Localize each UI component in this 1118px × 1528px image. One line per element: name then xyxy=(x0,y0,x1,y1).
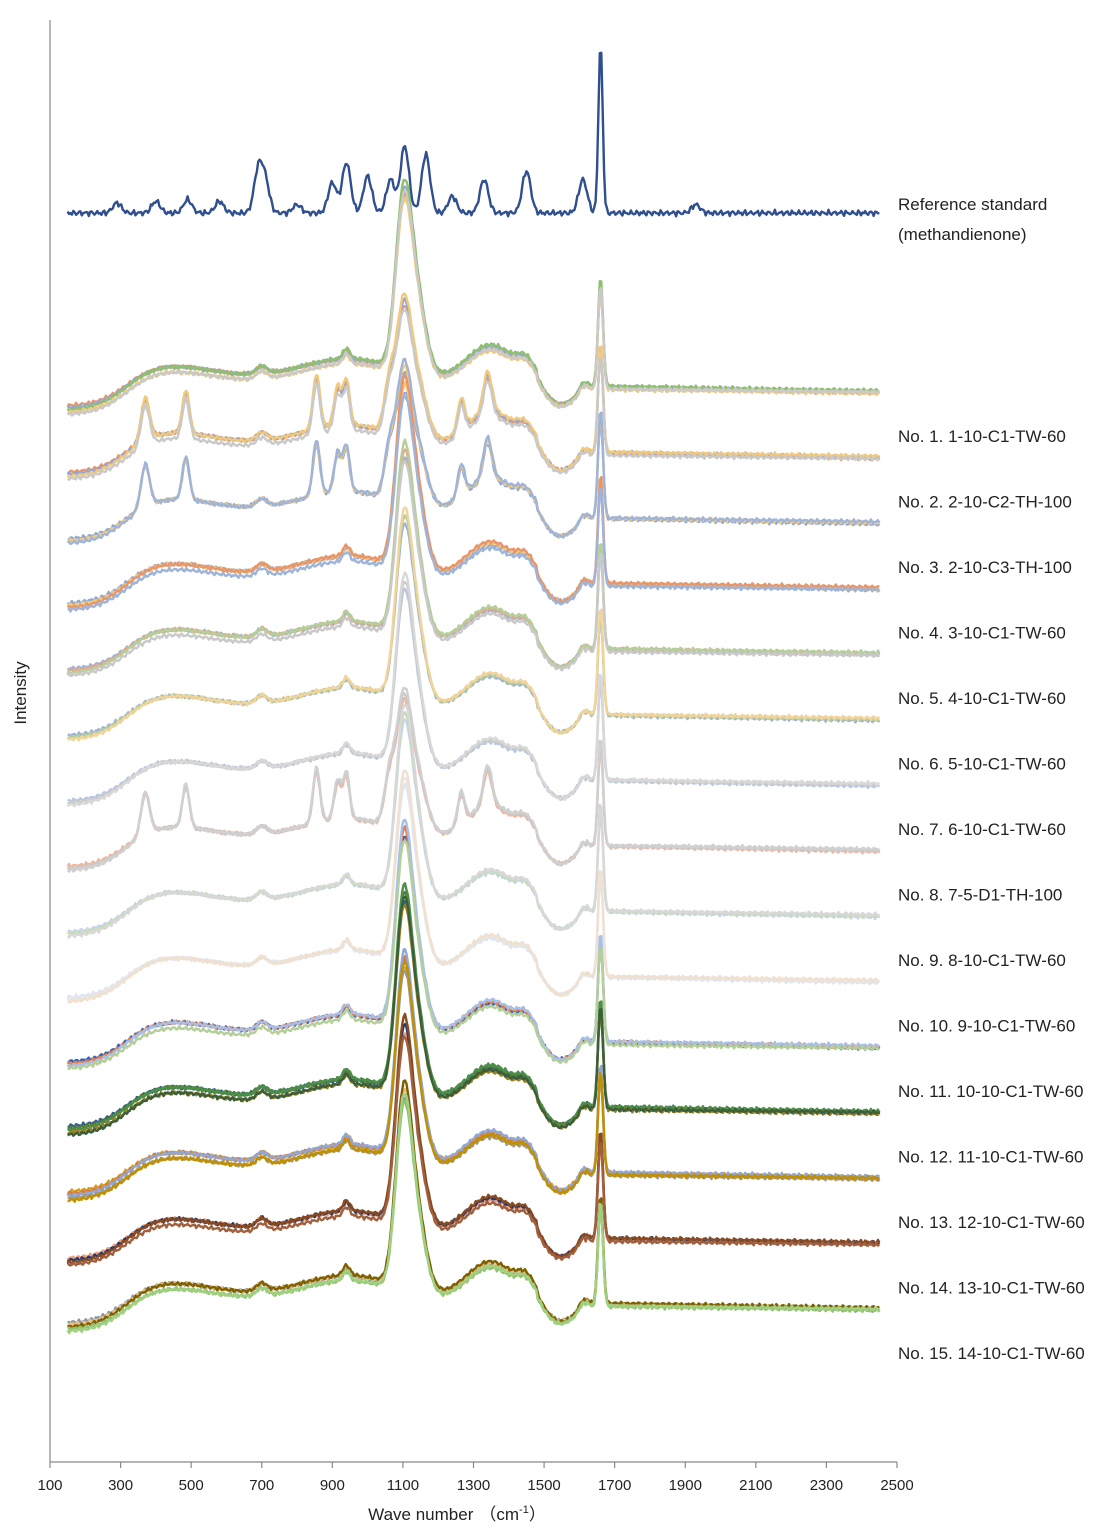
x-tick-label: 1300 xyxy=(457,1477,490,1494)
series-label: No. 13. 12-10-C1-TW-60 xyxy=(898,1213,1085,1232)
x-tick-label: 900 xyxy=(320,1477,345,1494)
series-label: No. 1. 1-10-C1-TW-60 xyxy=(898,427,1066,446)
series-line xyxy=(66,460,881,677)
series-label: No. 7. 6-10-C1-TW-60 xyxy=(898,820,1066,839)
series-line xyxy=(67,1099,881,1332)
series-line xyxy=(66,882,881,1133)
series-line xyxy=(66,1093,881,1335)
series-group xyxy=(66,571,881,808)
x-tick-label: 700 xyxy=(249,1477,274,1494)
series-group xyxy=(66,357,881,546)
series-line xyxy=(67,506,881,742)
x-tick-label: 500 xyxy=(179,1477,204,1494)
series-label: No. 8. 7-5-D1-TH-100 xyxy=(898,886,1062,905)
x-tick-label: 2500 xyxy=(880,1477,913,1494)
series-line xyxy=(66,686,881,873)
series-group xyxy=(66,769,880,1004)
series-group xyxy=(66,1012,881,1267)
x-ticks xyxy=(49,1462,898,1468)
x-tick-label: 1900 xyxy=(669,1477,702,1494)
series-group xyxy=(66,178,881,417)
x-tick-label: 300 xyxy=(108,1477,133,1494)
series-label: No. 15. 14-10-C1-TW-60 xyxy=(898,1344,1085,1363)
series-line xyxy=(67,718,880,934)
series-group xyxy=(66,818,881,1071)
series-line xyxy=(66,196,881,415)
series-label: No. 6. 5-10-C1-TW-60 xyxy=(898,755,1066,774)
series-label: No. 10. 9-10-C1-TW-60 xyxy=(898,1017,1075,1036)
series-line xyxy=(66,357,881,546)
series-line xyxy=(67,839,880,1071)
series-group xyxy=(66,703,881,939)
series-line xyxy=(66,818,880,1069)
series-line xyxy=(66,178,880,412)
series-label: No. 5. 4-10-C1-TW-60 xyxy=(898,689,1066,708)
x-tick-label: 1700 xyxy=(598,1477,631,1494)
reference-label-line2: (methandienone) xyxy=(898,225,1027,244)
series-label: No. 2. 2-10-C2-TH-100 xyxy=(898,493,1072,512)
series-line xyxy=(66,438,881,675)
x-tick-label: 2300 xyxy=(810,1477,843,1494)
series-line xyxy=(66,1035,880,1267)
x-tick-label: 1100 xyxy=(387,1477,419,1494)
x-tick-label: 1500 xyxy=(527,1477,560,1494)
series-line xyxy=(66,292,880,479)
series-group xyxy=(67,506,881,742)
series-group xyxy=(66,438,881,677)
series-labels: No. 1. 1-10-C1-TW-60 No. 2. 2-10-C2-TH-10… xyxy=(898,427,1085,1363)
series-label: No. 9. 8-10-C1-TW-60 xyxy=(898,951,1066,970)
x-tick-labels: 100 300 500 700 900 1100 1300 1500 1700 1900 2100 2… xyxy=(37,1477,913,1494)
series-line xyxy=(67,895,881,1137)
series-line xyxy=(66,703,881,939)
series-group xyxy=(66,882,881,1137)
series-group xyxy=(66,686,881,873)
reference-spectrum-line xyxy=(66,51,880,218)
x-tick-label: 2100 xyxy=(739,1477,772,1494)
series-line xyxy=(66,1012,881,1265)
series-line xyxy=(67,394,881,613)
spectra xyxy=(66,51,881,1335)
series-line xyxy=(66,188,881,417)
series-group xyxy=(66,948,881,1203)
series-group xyxy=(66,373,881,613)
series-line xyxy=(66,769,880,1004)
series-label: No. 14. 13-10-C1-TW-60 xyxy=(898,1279,1085,1298)
y-axis-title: Intensity xyxy=(11,661,30,725)
series-line xyxy=(67,308,881,481)
series-label: No. 4. 3-10-C1-TW-60 xyxy=(898,624,1066,643)
reference-label-line1: Reference standard xyxy=(898,195,1047,214)
series-label: No. 3. 2-10-C3-TH-100 xyxy=(898,558,1072,577)
series-label: No. 11. 10-10-C1-TW-60 xyxy=(898,1082,1084,1101)
series-line xyxy=(67,904,880,1135)
series-group xyxy=(66,1079,881,1335)
x-axis-title: Wave number （cm-1） xyxy=(368,1504,546,1524)
series-line xyxy=(66,571,880,808)
x-tick-label: 100 xyxy=(37,1477,62,1494)
series-line xyxy=(67,961,881,1203)
series-group xyxy=(66,292,881,481)
series-label: No. 12. 11-10-C1-TW-60 xyxy=(898,1148,1084,1167)
